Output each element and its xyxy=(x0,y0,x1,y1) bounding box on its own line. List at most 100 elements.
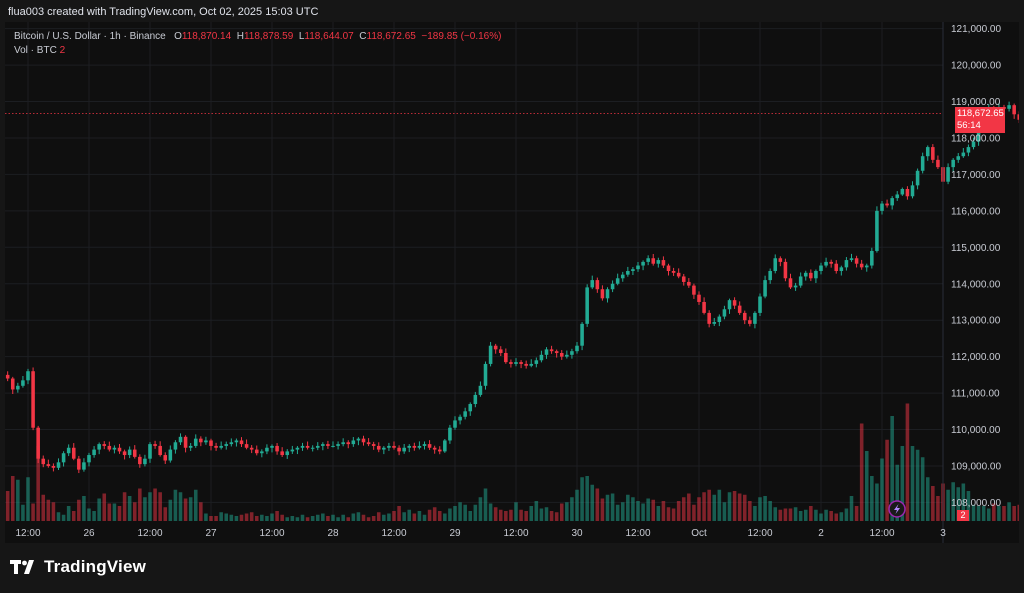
volume-bar xyxy=(453,506,457,521)
lightning-badge-icon[interactable] xyxy=(888,500,906,518)
price-tick-label: 119,000.00 xyxy=(951,97,1001,108)
volume-bar xyxy=(117,506,122,521)
volume-bar xyxy=(371,516,376,521)
candle-body xyxy=(432,447,437,450)
brand-logo[interactable]: TradingView xyxy=(10,557,146,577)
volume-bar xyxy=(331,514,335,521)
volume-bar xyxy=(382,514,386,521)
candle-body xyxy=(341,442,345,445)
volume-bar xyxy=(798,511,803,521)
candle-body xyxy=(193,438,198,446)
candle-body xyxy=(361,438,366,443)
brand-name: TradingView xyxy=(44,557,147,576)
volume-bar xyxy=(961,483,966,521)
volume-bar xyxy=(300,514,305,521)
volume-bar xyxy=(397,506,401,521)
candle-body xyxy=(570,351,574,355)
volume-bar xyxy=(21,504,25,521)
volume-bar xyxy=(183,498,188,521)
volume-bar xyxy=(427,509,432,521)
candle-body xyxy=(758,296,762,313)
candle-body xyxy=(722,309,727,317)
candle-body xyxy=(10,378,15,390)
volume-bar xyxy=(656,506,661,521)
volume-bar xyxy=(51,502,56,521)
candle-body xyxy=(509,362,513,364)
volume-bar xyxy=(671,508,676,521)
volume-bar xyxy=(692,504,696,521)
volume-bar xyxy=(326,516,330,521)
candle-body xyxy=(915,170,920,186)
candle-body xyxy=(310,447,315,449)
candle-body xyxy=(519,362,523,364)
volume-bar xyxy=(199,502,203,521)
candle-body xyxy=(204,440,208,443)
volume-bar xyxy=(280,514,284,521)
volume-bar xyxy=(392,511,396,521)
time-tick-label: 12:00 xyxy=(625,528,650,539)
volume-bar xyxy=(875,483,879,521)
volume-bar xyxy=(559,503,564,521)
candle-body xyxy=(427,444,432,448)
credit-bar: flua003 created with TradingView.com, Oc… xyxy=(5,3,1019,22)
candle-body xyxy=(336,444,340,446)
volume-bar xyxy=(468,511,473,521)
candle-body xyxy=(158,445,162,456)
time-tick-label: 12:00 xyxy=(747,528,772,539)
candle-body xyxy=(600,289,605,299)
volume-bar xyxy=(26,477,30,521)
candlestick-chart[interactable]: 121,000.00 120,000.00 119,000.00 118,000.00… xyxy=(5,3,1019,543)
candle-body xyxy=(468,404,473,412)
volume-bar xyxy=(239,514,244,521)
price-tick-label: 112,000.00 xyxy=(951,352,1001,363)
volume-bar xyxy=(631,497,635,521)
time-tick-label: 12:00 xyxy=(869,528,894,539)
volume-bar xyxy=(600,498,605,521)
volume-bar xyxy=(636,501,640,521)
candle-body xyxy=(854,258,859,264)
volume-bar xyxy=(443,513,447,521)
candle-body xyxy=(351,440,356,445)
volume-bar xyxy=(585,476,589,521)
volume-bar xyxy=(254,516,259,521)
volume-bar xyxy=(834,513,839,521)
price-tick-label: 121,000.00 xyxy=(951,24,1001,35)
volume-bar xyxy=(773,507,778,521)
volume-bar xyxy=(580,477,584,521)
open-label: O xyxy=(174,31,182,42)
volume-bar xyxy=(16,479,20,521)
candle-body xyxy=(870,250,874,266)
volume-bar xyxy=(666,507,671,521)
candles xyxy=(5,101,1019,474)
candle-body xyxy=(905,189,910,197)
candle-body xyxy=(493,345,498,350)
volume-bar xyxy=(931,486,935,521)
symbol-title: Bitcoin / U.S. Dollar · 1h · Binance xyxy=(14,31,166,42)
volume-bar xyxy=(859,423,864,521)
candle-body xyxy=(366,442,371,445)
candle-body xyxy=(646,258,650,262)
volume-bar xyxy=(249,512,254,521)
volume-bar xyxy=(661,501,666,521)
candle-body xyxy=(890,198,894,206)
volume-bar xyxy=(1017,504,1019,521)
candle-body xyxy=(524,363,528,366)
volume-bar xyxy=(717,489,722,521)
candle-body xyxy=(925,147,930,157)
low-label: L xyxy=(298,31,305,42)
candle-body xyxy=(254,449,259,454)
candle-body xyxy=(188,445,193,448)
candle-body xyxy=(559,353,564,357)
time-tick-label: 12:00 xyxy=(259,528,284,539)
candle-body xyxy=(692,285,696,295)
volume-bar xyxy=(5,491,10,521)
volume-bar xyxy=(407,509,412,521)
price-tick-label: 120,000.00 xyxy=(951,61,1001,72)
volume-bar xyxy=(514,502,518,521)
volume-bar xyxy=(936,496,940,521)
candle-body xyxy=(803,272,808,277)
volume-tag: 2 xyxy=(957,510,969,521)
volume-bar xyxy=(66,506,71,521)
volume-bar xyxy=(778,509,783,521)
volume-bar xyxy=(946,489,950,521)
